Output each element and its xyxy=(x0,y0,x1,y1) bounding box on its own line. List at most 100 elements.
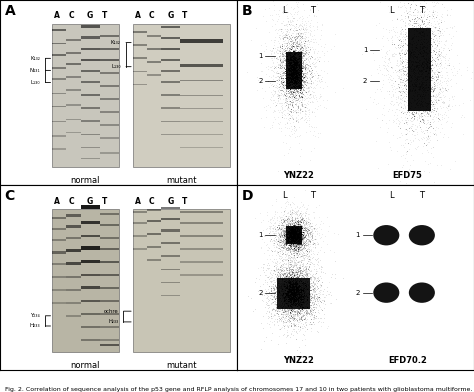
Point xyxy=(281,285,288,292)
Point xyxy=(276,96,284,103)
Point xyxy=(401,78,409,85)
Point xyxy=(291,79,299,85)
Point xyxy=(420,12,428,18)
Point xyxy=(283,273,291,279)
Point xyxy=(418,18,425,24)
Point xyxy=(401,58,409,64)
Point xyxy=(296,278,304,285)
Point xyxy=(415,77,422,83)
Point xyxy=(288,67,295,74)
Point xyxy=(295,296,302,303)
Point xyxy=(283,281,291,287)
Point xyxy=(291,54,298,61)
Point xyxy=(296,42,304,48)
Point xyxy=(297,225,305,231)
Point xyxy=(288,213,295,220)
Point xyxy=(284,324,292,330)
Point xyxy=(283,23,291,29)
Point xyxy=(292,60,300,67)
Point xyxy=(289,273,296,279)
Point xyxy=(284,293,292,299)
Point xyxy=(291,284,299,290)
Bar xyxy=(147,209,161,211)
Point xyxy=(278,49,286,55)
Point xyxy=(424,36,431,42)
Point xyxy=(295,236,303,242)
Point xyxy=(441,85,449,91)
Point xyxy=(305,121,313,127)
Point xyxy=(419,101,426,107)
Point xyxy=(290,63,298,69)
Point xyxy=(315,240,322,247)
Point xyxy=(296,80,304,86)
Point xyxy=(300,270,307,277)
Point xyxy=(288,290,296,296)
Point xyxy=(313,23,320,29)
Point xyxy=(292,71,300,78)
Point xyxy=(261,232,269,239)
Point xyxy=(290,296,298,303)
Point xyxy=(304,227,312,234)
Point xyxy=(299,68,306,74)
Point xyxy=(281,277,289,283)
Point xyxy=(435,92,442,98)
Point xyxy=(402,111,410,118)
Point xyxy=(293,289,301,296)
Point xyxy=(289,84,297,91)
Point xyxy=(282,227,290,234)
Point xyxy=(286,18,294,24)
Point xyxy=(298,291,305,298)
Point xyxy=(291,234,298,241)
Point xyxy=(291,283,299,289)
Point xyxy=(416,83,424,89)
Point xyxy=(267,47,275,54)
Point xyxy=(293,297,301,303)
Point xyxy=(309,93,317,100)
Point xyxy=(301,79,308,85)
Point xyxy=(292,65,300,71)
Point xyxy=(296,286,303,292)
Point xyxy=(301,220,309,226)
Point xyxy=(428,103,436,109)
Point xyxy=(273,84,280,91)
Point xyxy=(431,61,439,67)
Point xyxy=(277,226,284,232)
Point xyxy=(277,283,284,290)
Point xyxy=(284,290,292,296)
Point xyxy=(295,287,302,294)
Point xyxy=(283,311,291,317)
Point xyxy=(302,55,310,62)
Point xyxy=(281,239,288,245)
Point xyxy=(293,233,301,239)
Point xyxy=(269,217,277,223)
Point xyxy=(313,54,321,60)
Point xyxy=(315,229,322,236)
Point xyxy=(295,290,303,297)
Point xyxy=(408,44,415,50)
Point xyxy=(376,0,383,5)
Point xyxy=(291,53,298,59)
Point xyxy=(293,226,301,232)
Point xyxy=(311,46,319,52)
Point xyxy=(415,23,422,29)
Point xyxy=(289,227,296,234)
Point xyxy=(275,289,283,295)
Point xyxy=(292,93,299,100)
Point xyxy=(274,298,282,304)
Point xyxy=(315,315,322,321)
Point xyxy=(287,281,294,287)
Point xyxy=(295,270,303,277)
Point xyxy=(288,46,296,52)
Point xyxy=(388,39,396,45)
Point xyxy=(302,252,310,259)
Point xyxy=(291,49,298,56)
Point xyxy=(294,247,301,253)
Point xyxy=(289,227,296,234)
Point xyxy=(285,67,293,73)
Point xyxy=(385,139,393,145)
Point xyxy=(287,226,295,232)
Point xyxy=(281,305,289,311)
Point xyxy=(293,56,301,63)
Point xyxy=(395,37,403,43)
Point xyxy=(275,6,283,13)
